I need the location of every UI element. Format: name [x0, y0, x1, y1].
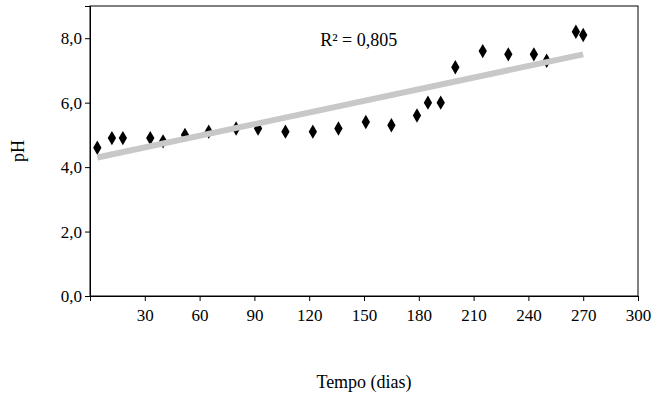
annotation: R² = 0,805 [320, 30, 397, 50]
x-tick: 150 [352, 296, 378, 325]
trend-line [97, 54, 583, 157]
y-tick: 6,0 [61, 94, 90, 113]
x-tick-mark [200, 296, 201, 301]
x-tick-label: 210 [461, 306, 487, 325]
y-tick: 0,0 [61, 287, 90, 306]
point [108, 131, 116, 145]
x-tick: 300 [626, 296, 652, 325]
point [413, 108, 421, 122]
x-tick-mark [309, 296, 310, 301]
point [572, 25, 580, 39]
y-tick-label: 8,0 [61, 29, 82, 48]
chart-svg: 30 60 90 120 150 180 210 240 270 300 0,0 2,0 4,0 6,0 8… [0, 0, 656, 396]
x-tick-label: 270 [571, 306, 597, 325]
point [437, 95, 445, 109]
x-tick: 210 [461, 296, 487, 325]
point [424, 95, 432, 109]
y-tick-label: 4,0 [61, 158, 82, 177]
x-axis: 30 60 90 120 150 180 210 240 270 300 [91, 296, 652, 325]
x-tick-mark [254, 296, 255, 301]
y-tick-mark [85, 296, 90, 297]
y-tick-mark [85, 167, 90, 168]
point [334, 121, 342, 135]
x-tick: 60 [192, 296, 209, 325]
x-tick: 30 [137, 296, 154, 325]
x-tick-label: 300 [626, 306, 652, 325]
x-tick-label: 120 [297, 306, 323, 325]
point [387, 118, 395, 132]
x-tick-mark [419, 296, 420, 301]
x-tick-mark [474, 296, 475, 301]
y-tick-mark [85, 38, 90, 39]
x-tick: 90 [246, 296, 263, 325]
point [309, 124, 317, 138]
x-tick-mark [528, 296, 529, 301]
x-tick: 240 [516, 296, 542, 325]
point [479, 44, 487, 58]
x-tick: 120 [297, 296, 323, 325]
x-tick-mark [364, 296, 365, 301]
x-axis-title: Tempo (dias) [316, 372, 411, 393]
x-tick-mark [638, 296, 639, 301]
y-axis-title: pH [8, 140, 28, 162]
point [579, 28, 587, 42]
y-tick-label: 0,0 [61, 287, 82, 306]
y-tick-mark [85, 103, 90, 104]
y-tick-mark [85, 232, 90, 233]
x-tick-label: 150 [352, 306, 378, 325]
y-tick: 4,0 [61, 158, 90, 177]
x-axis-line [91, 297, 639, 302]
point [362, 115, 370, 129]
x-tick-label: 180 [407, 306, 433, 325]
plot: 30 60 90 120 150 180 210 240 270 300 0,0 2,0 4,0 6,0 8… [61, 6, 652, 325]
y-tick: 8,0 [61, 29, 90, 48]
point [119, 131, 127, 145]
y-axis: 0,0 2,0 4,0 6,0 8,0 [61, 7, 91, 306]
y-tick-label: 6,0 [61, 94, 82, 113]
point [93, 141, 101, 155]
y-axis-line [85, 7, 91, 297]
point [451, 60, 459, 74]
point [281, 124, 289, 138]
x-tick-label: 60 [192, 306, 209, 325]
x-tick: 180 [407, 296, 433, 325]
x-tick-label: 90 [246, 306, 263, 325]
point [504, 47, 512, 61]
point [530, 47, 538, 61]
plot-frame [90, 6, 638, 296]
marks [93, 25, 587, 158]
x-tick: 270 [571, 296, 597, 325]
y-tick-label: 2,0 [61, 222, 82, 241]
x-tick-mark [583, 296, 584, 301]
chart-container: 30 60 90 120 150 180 210 240 270 300 0,0 2,0 4,0 6,0 8… [0, 0, 656, 396]
y-tick: 2,0 [61, 222, 90, 241]
x-tick-mark [145, 296, 146, 301]
x-tick-label: 240 [516, 306, 542, 325]
x-tick-label: 30 [137, 306, 154, 325]
